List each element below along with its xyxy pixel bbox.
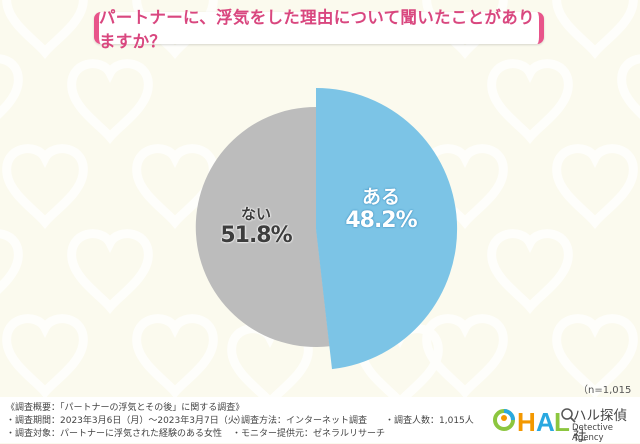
svg-text:A: A <box>536 407 555 437</box>
survey-period: ・調査期間：2023年3月6日（月）～2023年3月7日（火） <box>6 416 246 426</box>
slice-percent-yes: 48.2% <box>345 208 417 233</box>
pie-slice-yes <box>316 87 458 370</box>
logo-hal-text: H <box>517 407 536 437</box>
hal-logo: H A L <box>493 407 576 437</box>
slice-category-yes: ある <box>361 186 400 208</box>
survey-provider: ・モニター提供元：ゼネラルリサーチ <box>232 429 386 439</box>
survey-overview: 《調査概要：「パートナーの浮気とその後」に関する調査》 <box>6 403 245 413</box>
pie-slice-no <box>195 106 330 347</box>
survey-target: ・調査対象：パートナーに浮気された経験のある女性 <box>6 429 223 439</box>
question-title: パートナーに、浮気をした理由について聞いたことがありますか？ <box>99 8 535 51</box>
slice-percent-no: 51.8% <box>220 223 292 248</box>
logo-name-en: Detective Agency <box>572 423 613 443</box>
question-title-box: パートナーに、浮気をした理由について聞いたことがありますか？ <box>94 8 544 51</box>
magnifier-icon <box>561 408 573 420</box>
logo-name-jp: ハル探偵社 <box>573 408 627 444</box>
svg-text:L: L <box>554 407 570 437</box>
survey-count: ・調査人数：1,015人 <box>385 416 474 426</box>
slice-label-yes: ある 48.2% <box>336 186 426 234</box>
slice-category-no: ない <box>240 205 271 223</box>
survey-method: ・調査方法：インターネット調査 <box>232 416 368 426</box>
logo-mark-icon: H A L <box>493 407 576 437</box>
slice-label-no: ない 51.8% <box>216 205 296 249</box>
survey-footer <box>0 397 640 443</box>
